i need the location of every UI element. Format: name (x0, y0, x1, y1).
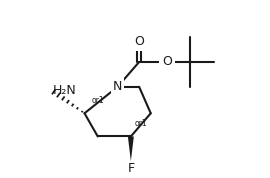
Text: H₂N: H₂N (53, 84, 77, 97)
Text: or1: or1 (91, 96, 104, 104)
Polygon shape (128, 137, 134, 161)
Text: O: O (162, 56, 172, 69)
Text: O: O (134, 35, 144, 48)
Text: F: F (127, 162, 134, 175)
Text: or1: or1 (134, 119, 147, 128)
Text: N: N (113, 80, 122, 93)
